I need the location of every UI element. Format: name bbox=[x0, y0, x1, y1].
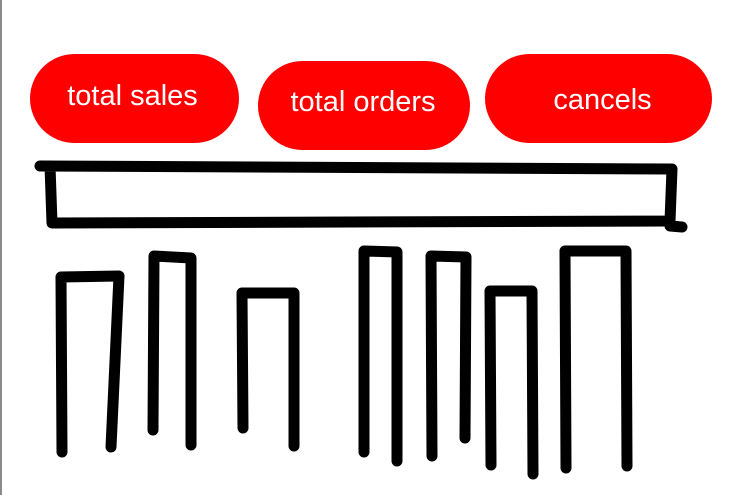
search-box-outline bbox=[34, 160, 678, 229]
bar-6 bbox=[484, 285, 539, 480]
bar-7 bbox=[559, 245, 633, 474]
total-sales-button[interactable]: total sales bbox=[30, 54, 239, 143]
cancels-label: cancels bbox=[553, 84, 652, 116]
total-orders-label: total orders bbox=[290, 86, 436, 118]
bar-3 bbox=[236, 287, 300, 452]
bar-4 bbox=[358, 245, 403, 467]
cancels-button[interactable]: cancels bbox=[485, 54, 712, 143]
bar-1 bbox=[55, 270, 125, 458]
total-orders-button[interactable]: total orders bbox=[258, 61, 470, 150]
window-left-edge bbox=[0, 0, 2, 495]
total-sales-label: total sales bbox=[67, 80, 198, 112]
bar-5 bbox=[425, 250, 472, 462]
bar-2 bbox=[147, 250, 197, 451]
search-box-bottom-extension bbox=[664, 220, 688, 233]
